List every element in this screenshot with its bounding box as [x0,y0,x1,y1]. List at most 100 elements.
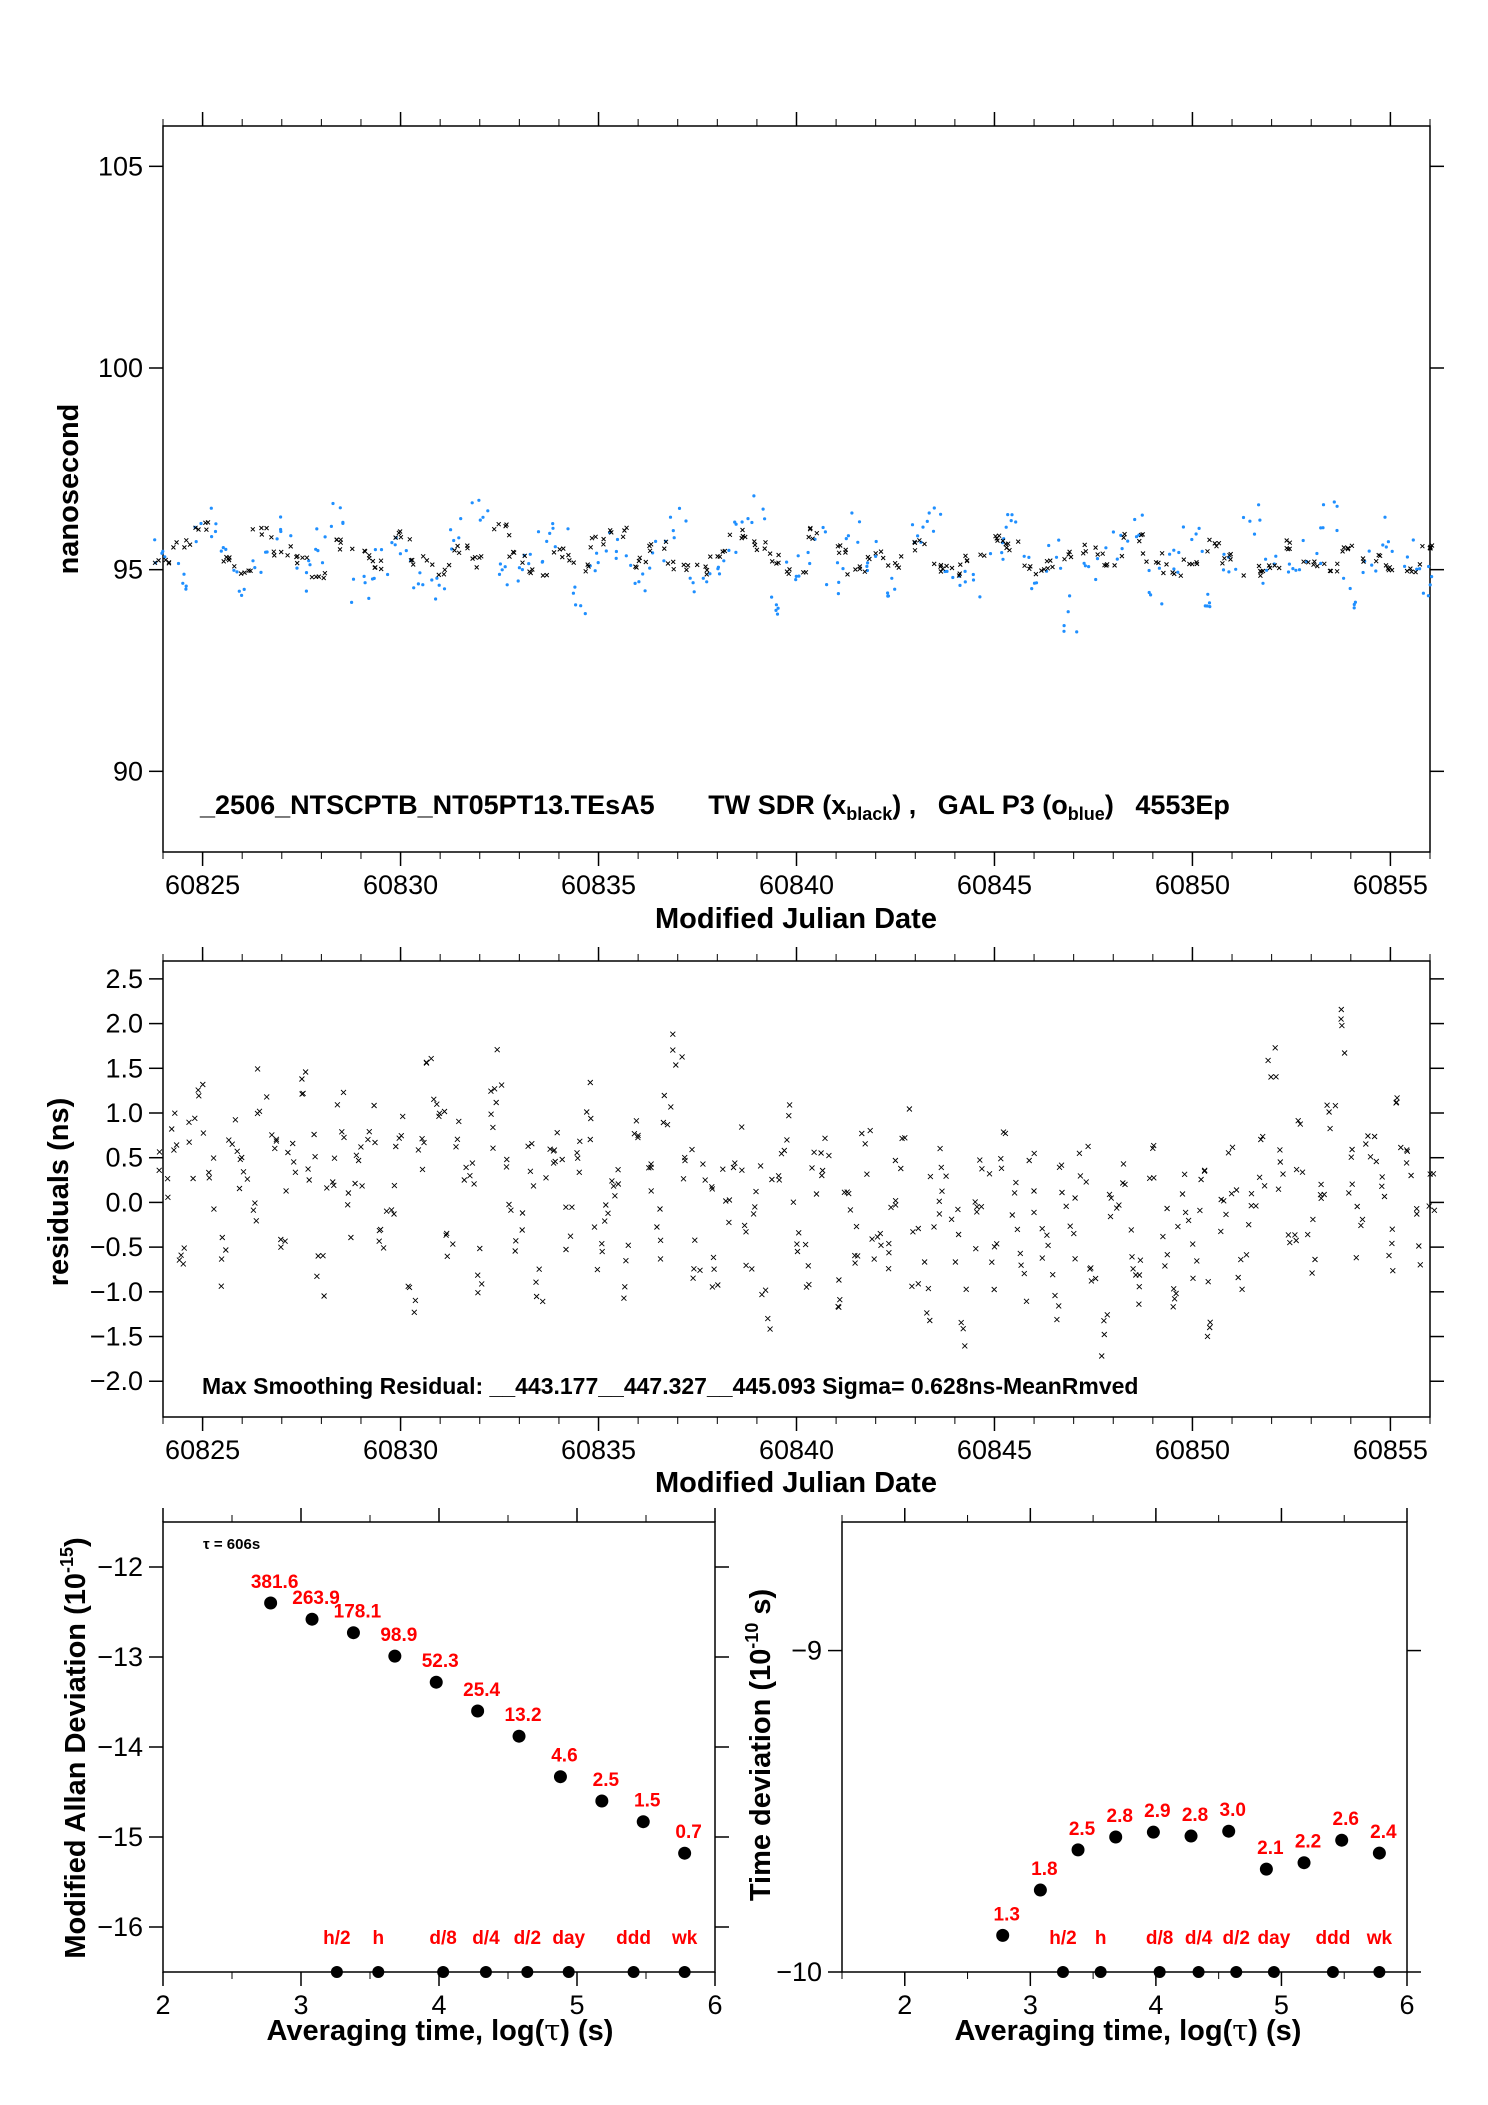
deviation-point [471,1704,485,1718]
gal-p3-marker [527,562,531,566]
gal-p3-marker [963,580,967,584]
residual-marker [601,1218,608,1224]
gal-p3-point [430,576,447,601]
residual-marker [1417,1261,1424,1268]
tw-sdr-marker [271,553,277,558]
residual-marker [199,1081,206,1088]
tw-sdr-point [588,534,606,550]
tw-sdr-marker [1389,567,1395,573]
tw-sdr-marker [938,562,944,568]
gal-p3-point [1126,513,1144,543]
residual-point [1362,1133,1378,1160]
residual-point [790,1199,802,1255]
residual-marker [508,1207,514,1214]
tw-sdr-marker [507,554,512,559]
residual-marker [300,1090,306,1097]
residual-point [909,1225,922,1290]
deviation-point [1372,1846,1386,1860]
residual-marker [1130,1265,1136,1272]
period-marker-dot [1373,1966,1386,1978]
gal-p3-marker [835,561,840,565]
residual-marker [1277,1147,1283,1153]
residual-point [176,1245,188,1267]
residual-marker [955,1231,962,1238]
gal-p3-marker [304,589,308,593]
gal-p3-marker [774,603,779,607]
residual-marker [1146,1175,1153,1182]
tw-sdr-marker [1420,543,1425,549]
residual-marker [785,1112,792,1119]
tw-sdr-marker [1189,561,1195,567]
residual-series [156,1006,1438,1359]
residual-point [997,1129,1009,1172]
tdev-points: 1.3 1.8 2.5 2.8 2.9 2.8 3.0 2.1 2.2 2.6 2.4 [994,1800,1397,1942]
residual-marker [1136,1272,1143,1278]
residual-marker [1312,1256,1318,1263]
tw-sdr-marker [398,534,404,540]
gal-p3-marker [1208,605,1212,609]
residual-marker [528,1140,535,1147]
gal-p3-marker [199,521,203,526]
tw-sdr-marker [763,539,768,545]
tw-sdr-marker [166,560,172,565]
residual-marker [463,1164,469,1171]
tw-sdr-marker [767,551,773,556]
tw-sdr-point [1140,550,1165,566]
tw-sdr-point [349,546,372,561]
tw-sdr-marker [837,543,843,548]
residual-marker [359,1183,365,1189]
residual-marker [419,1166,426,1173]
tw-sdr-marker [720,549,726,554]
gal-p3-marker [1381,543,1385,547]
gal-p3-point [588,549,608,573]
residual-marker [769,1176,775,1183]
tw-sdr-marker [294,560,300,566]
tw-sdr-marker [1345,545,1351,551]
residual-point [491,1046,505,1106]
residual-point [533,1266,546,1305]
y-tick-label: −16 [97,1912,143,1942]
gal-p3-marker [398,552,402,556]
tw-sdr-marker [1112,563,1117,568]
residual-marker [587,1136,594,1143]
gal-p3-marker [184,587,188,591]
residual-marker [952,1259,959,1265]
residual-marker [784,1137,790,1143]
gal-p3-marker [242,587,246,592]
tw-sdr-point [1220,551,1234,566]
tw-sdr-marker [1045,565,1051,571]
gal-p3-marker [874,554,878,559]
gal-p3-marker [390,541,394,545]
residual-marker [519,1227,526,1233]
residual-marker [877,1230,884,1237]
residual-marker [1273,1073,1279,1080]
residual-marker [1371,1133,1378,1140]
tw-sdr-marker [938,569,944,574]
gal-p3-point [1421,564,1434,598]
tw-sdr-marker [624,525,629,531]
residual-marker [1381,1193,1388,1200]
tw-sdr-marker [278,549,284,555]
residual-marker [383,1208,390,1215]
gal-p3-marker [412,586,416,590]
residual-marker [1235,1274,1242,1281]
gal-p3-marker [1261,581,1265,585]
residual-point [512,1210,526,1254]
tw-sdr-marker [1377,553,1383,559]
x-tick-label: 60835 [561,1435,636,1465]
residual-point [1426,1170,1438,1214]
residual-marker [1164,1205,1170,1212]
residual-marker [1430,1170,1437,1177]
period-marker-label: h [372,1928,384,1949]
residual-marker [345,1190,352,1196]
tw-sdr-marker [978,552,983,558]
gal-p3-marker [573,585,577,589]
tw-sdr-marker [857,564,863,569]
residual-point [443,1230,456,1260]
tw-sdr-marker [397,529,403,534]
deviation-value-label: 13.2 [505,1705,542,1726]
tw-sdr-marker [647,548,653,554]
gal-p3-marker [794,574,798,579]
gal-p3-marker [1234,567,1238,571]
gal-p3-marker [574,603,578,607]
